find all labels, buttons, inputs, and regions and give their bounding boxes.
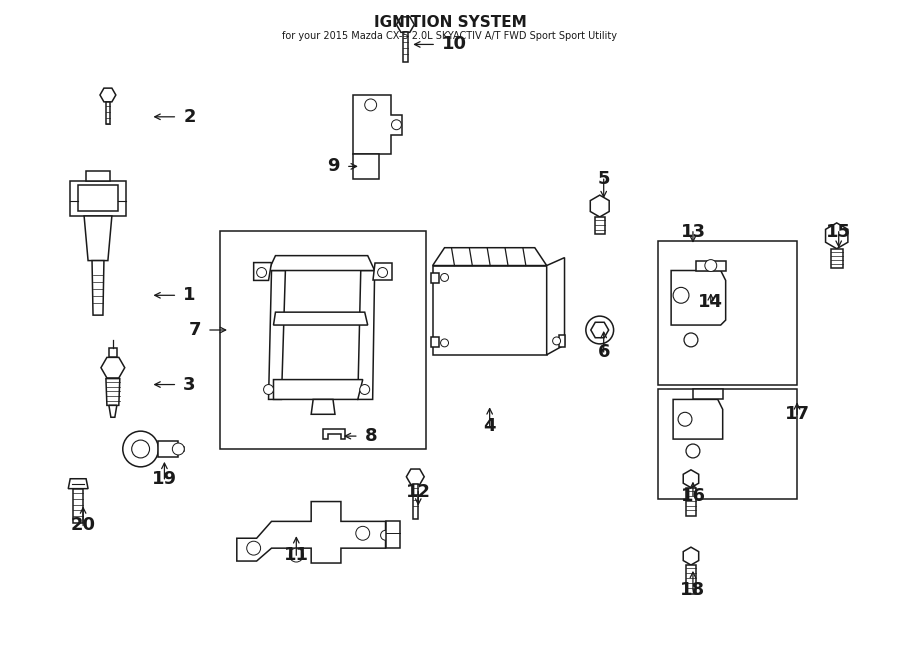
Polygon shape xyxy=(590,195,609,217)
Circle shape xyxy=(256,268,266,278)
Polygon shape xyxy=(237,502,385,563)
Text: 1: 1 xyxy=(184,286,196,304)
Circle shape xyxy=(381,530,391,540)
Bar xyxy=(220,231,427,449)
Polygon shape xyxy=(825,223,848,249)
Text: 11: 11 xyxy=(284,546,309,564)
Text: 4: 4 xyxy=(483,417,496,435)
Polygon shape xyxy=(407,469,424,485)
Polygon shape xyxy=(109,405,117,417)
Polygon shape xyxy=(385,522,400,548)
Text: 20: 20 xyxy=(70,516,95,534)
Circle shape xyxy=(586,316,614,344)
Circle shape xyxy=(673,288,689,303)
Polygon shape xyxy=(353,95,402,155)
Circle shape xyxy=(264,385,274,395)
Text: 5: 5 xyxy=(598,171,610,188)
Polygon shape xyxy=(433,266,546,355)
Circle shape xyxy=(364,99,376,111)
Polygon shape xyxy=(671,270,725,325)
Polygon shape xyxy=(590,323,608,338)
Polygon shape xyxy=(274,312,368,325)
Circle shape xyxy=(360,385,370,395)
Circle shape xyxy=(173,443,184,455)
Polygon shape xyxy=(78,185,118,211)
Circle shape xyxy=(553,337,561,345)
Text: 16: 16 xyxy=(680,486,706,504)
Polygon shape xyxy=(686,565,696,594)
Text: 19: 19 xyxy=(152,470,177,488)
Polygon shape xyxy=(595,217,605,234)
Polygon shape xyxy=(268,256,374,270)
Polygon shape xyxy=(673,399,723,439)
Circle shape xyxy=(705,260,716,272)
Text: 3: 3 xyxy=(184,375,196,393)
Text: 12: 12 xyxy=(406,483,431,501)
Polygon shape xyxy=(693,389,723,399)
Polygon shape xyxy=(268,270,285,399)
Text: IGNITION SYSTEM: IGNITION SYSTEM xyxy=(374,15,526,30)
Text: 14: 14 xyxy=(698,293,724,311)
Circle shape xyxy=(678,412,692,426)
Polygon shape xyxy=(696,260,725,270)
Polygon shape xyxy=(86,171,110,181)
Text: 2: 2 xyxy=(184,108,196,126)
Polygon shape xyxy=(311,399,335,414)
Polygon shape xyxy=(100,88,116,102)
Polygon shape xyxy=(84,216,112,260)
Polygon shape xyxy=(158,441,184,457)
Circle shape xyxy=(441,274,448,282)
Text: 18: 18 xyxy=(680,581,706,599)
Polygon shape xyxy=(106,379,120,405)
Circle shape xyxy=(392,120,401,130)
Polygon shape xyxy=(274,379,363,399)
Polygon shape xyxy=(683,547,698,565)
Polygon shape xyxy=(106,102,110,124)
Polygon shape xyxy=(686,488,696,516)
Circle shape xyxy=(684,333,698,347)
Bar xyxy=(658,241,797,385)
Text: 13: 13 xyxy=(680,223,706,241)
Polygon shape xyxy=(559,335,564,347)
Polygon shape xyxy=(431,337,438,347)
Polygon shape xyxy=(73,488,83,524)
Circle shape xyxy=(378,268,388,278)
Text: for your 2015 Mazda CX-5 2.0L SKYACTIV A/T FWD Sport Sport Utility: for your 2015 Mazda CX-5 2.0L SKYACTIV A… xyxy=(283,30,617,40)
Text: 9: 9 xyxy=(328,157,340,175)
Polygon shape xyxy=(433,248,546,266)
Polygon shape xyxy=(373,262,392,280)
Polygon shape xyxy=(353,155,379,179)
Polygon shape xyxy=(397,17,414,32)
Polygon shape xyxy=(109,348,117,357)
Text: 17: 17 xyxy=(785,405,810,423)
Text: 10: 10 xyxy=(442,36,467,54)
Polygon shape xyxy=(70,181,126,216)
Text: 6: 6 xyxy=(598,343,610,361)
Polygon shape xyxy=(358,270,374,399)
Circle shape xyxy=(290,548,303,562)
Circle shape xyxy=(441,339,448,347)
Polygon shape xyxy=(323,429,345,439)
Bar xyxy=(658,389,797,498)
Polygon shape xyxy=(254,262,272,280)
Polygon shape xyxy=(546,258,564,355)
Polygon shape xyxy=(683,470,698,488)
Circle shape xyxy=(356,526,370,540)
Text: 15: 15 xyxy=(826,223,851,241)
Circle shape xyxy=(247,541,261,555)
Polygon shape xyxy=(403,32,408,62)
Text: 8: 8 xyxy=(364,427,377,445)
Circle shape xyxy=(131,440,149,458)
Text: 7: 7 xyxy=(189,321,201,339)
Polygon shape xyxy=(431,274,438,284)
Polygon shape xyxy=(831,249,842,268)
Polygon shape xyxy=(101,358,125,378)
Circle shape xyxy=(122,431,158,467)
Circle shape xyxy=(686,444,700,458)
Polygon shape xyxy=(68,479,88,488)
Polygon shape xyxy=(92,260,104,315)
Polygon shape xyxy=(413,485,418,519)
